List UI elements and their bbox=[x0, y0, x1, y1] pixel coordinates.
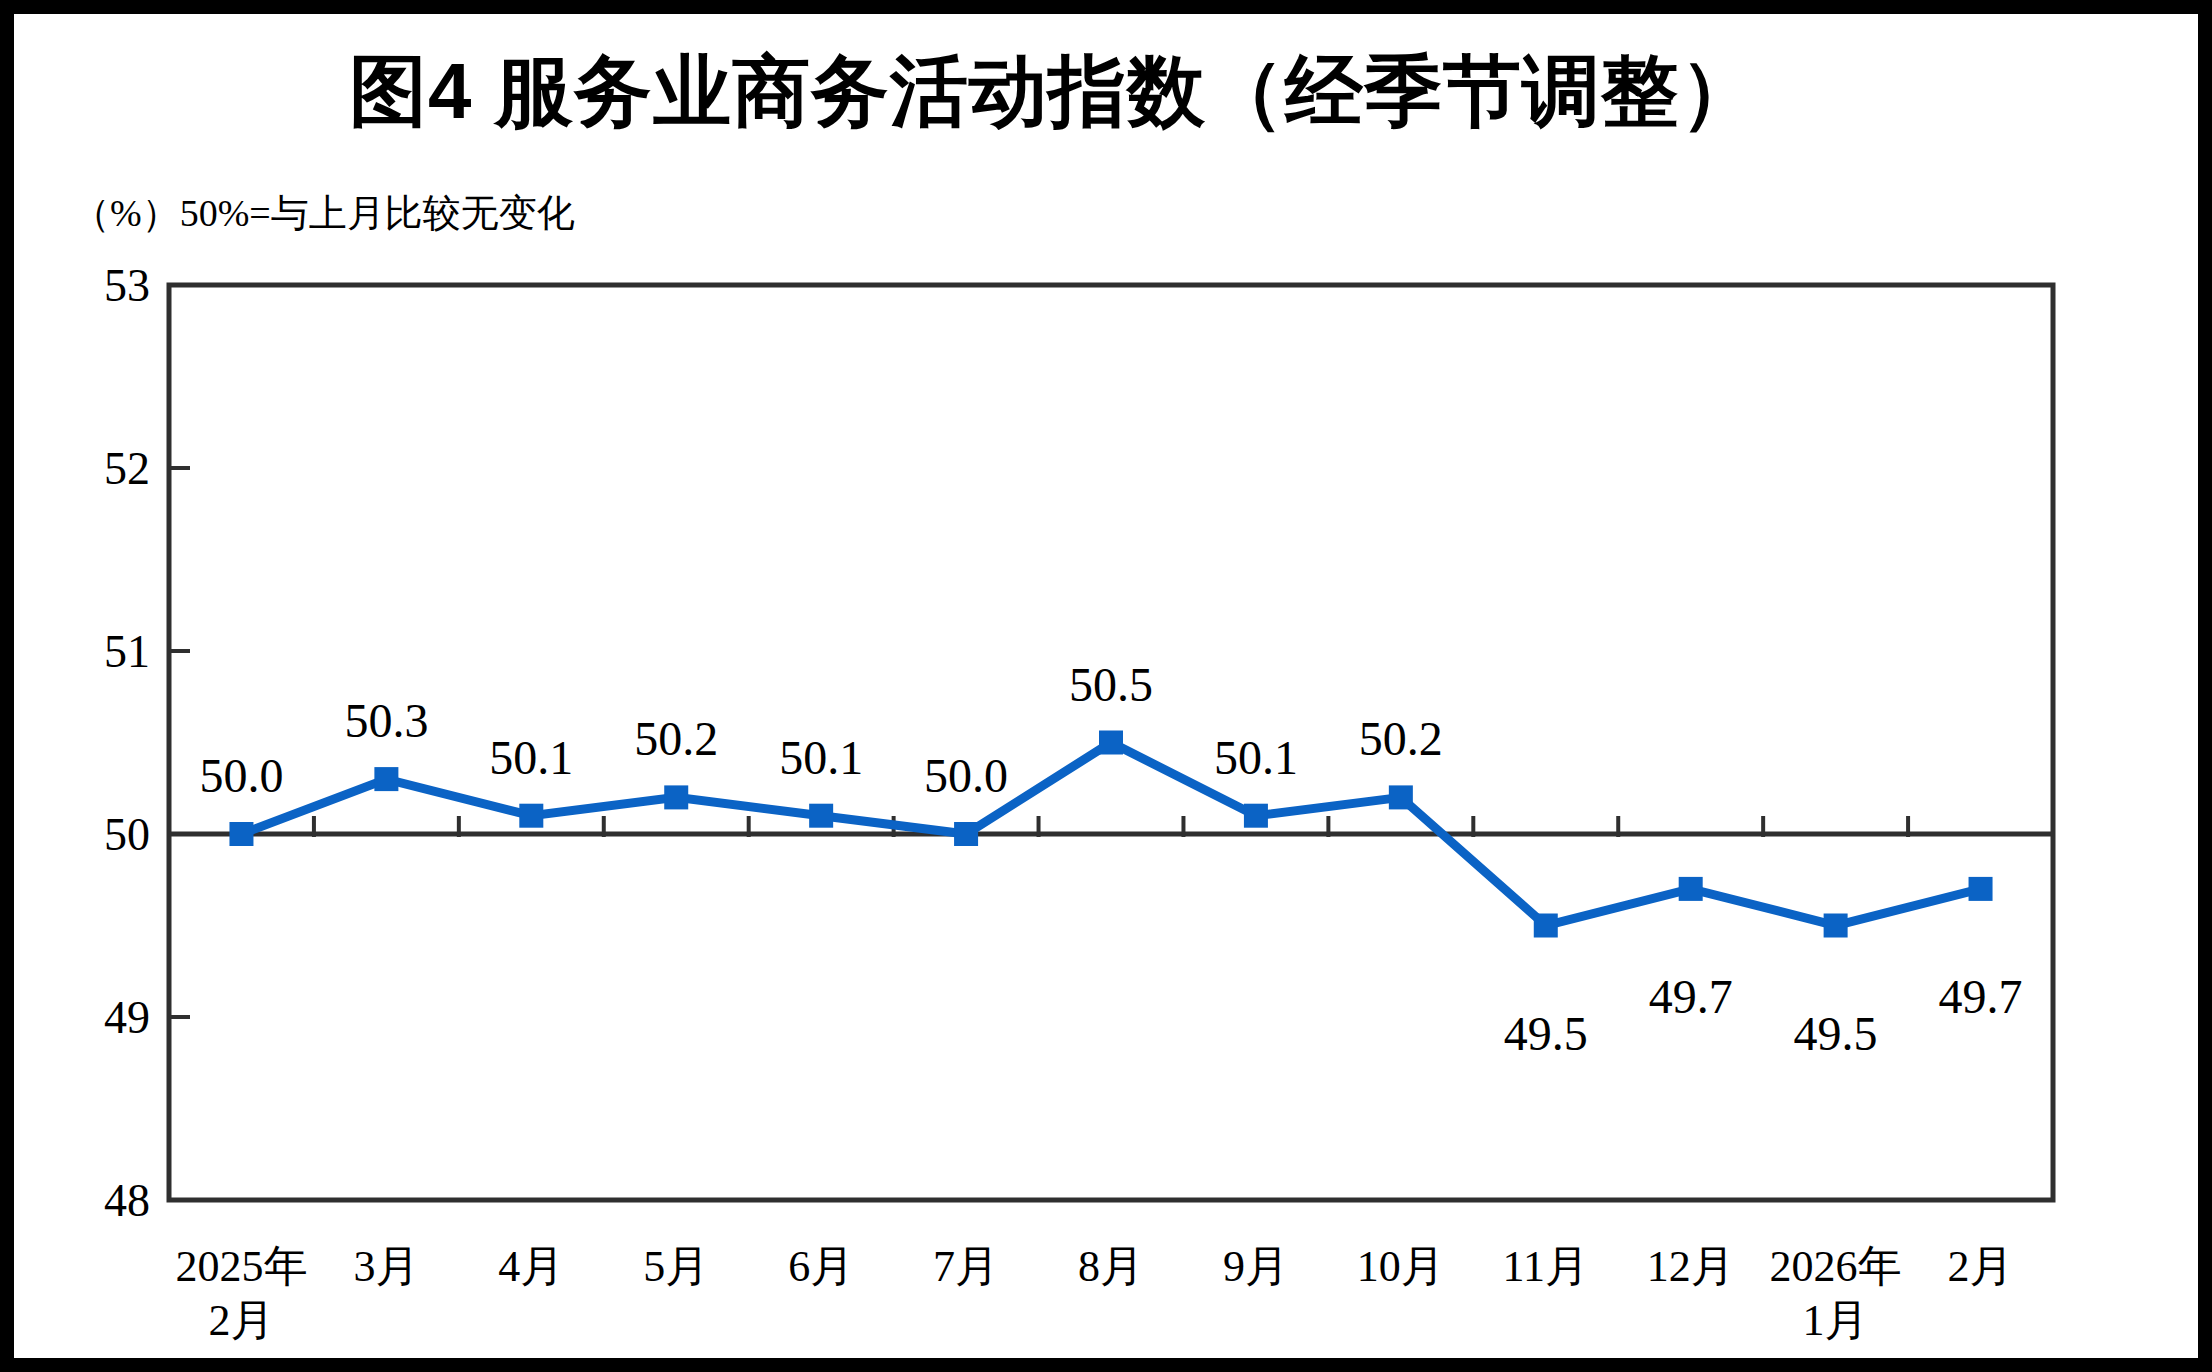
x-tick-label: 9月 bbox=[1223, 1242, 1289, 1291]
data-point-marker bbox=[1534, 914, 1558, 938]
data-label: 50.0 bbox=[199, 749, 283, 802]
x-tick-label: 12月 bbox=[1647, 1242, 1735, 1291]
x-tick-label: 5月 bbox=[643, 1242, 709, 1291]
x-tick-label: 6月 bbox=[788, 1242, 854, 1291]
data-label: 50.2 bbox=[1359, 712, 1443, 765]
data-point-marker bbox=[1244, 804, 1268, 828]
data-label: 50.3 bbox=[344, 694, 428, 747]
data-label: 50.1 bbox=[489, 731, 573, 784]
data-label: 49.5 bbox=[1504, 1007, 1588, 1060]
data-label: 50.1 bbox=[779, 731, 863, 784]
x-tick-label: 2026年 bbox=[1770, 1242, 1902, 1291]
data-label: 49.7 bbox=[1649, 970, 1733, 1023]
data-label: 50.0 bbox=[924, 749, 1008, 802]
data-point-marker bbox=[374, 767, 398, 791]
data-point-marker bbox=[519, 804, 543, 828]
data-label: 50.2 bbox=[634, 712, 718, 765]
data-point-marker bbox=[1679, 877, 1703, 901]
data-point-marker bbox=[809, 804, 833, 828]
x-tick-label: 3月 bbox=[353, 1242, 419, 1291]
data-point-marker bbox=[1824, 914, 1848, 938]
x-tick-label: 2月 bbox=[1948, 1242, 2014, 1291]
chart-figure: 图4 服务业商务活动指数（经季节调整） （%）50%=与上月比较无变化 48 49… bbox=[0, 0, 2212, 1372]
axis-unit-note: （%）50%=与上月比较无变化 bbox=[72, 188, 575, 239]
x-tick-label: 11月 bbox=[1503, 1242, 1589, 1291]
data-point-marker bbox=[229, 822, 253, 846]
y-tick-label: 51 bbox=[104, 626, 150, 677]
y-tick-label: 48 bbox=[104, 1175, 150, 1226]
data-point-marker bbox=[954, 822, 978, 846]
x-tick-label: 10月 bbox=[1357, 1242, 1445, 1291]
x-tick-label: 8月 bbox=[1078, 1242, 1144, 1291]
y-tick-label: 52 bbox=[104, 443, 150, 494]
data-label: 49.5 bbox=[1794, 1007, 1878, 1060]
data-label: 49.7 bbox=[1939, 970, 2023, 1023]
y-tick-label: 50 bbox=[104, 809, 150, 860]
x-tick-label: 7月 bbox=[933, 1242, 999, 1291]
data-point-marker bbox=[664, 785, 688, 809]
data-label: 50.1 bbox=[1214, 731, 1298, 784]
data-point-marker bbox=[1389, 785, 1413, 809]
x-tick-label: 2025年 bbox=[175, 1242, 307, 1291]
x-tick-label: 2月 bbox=[208, 1296, 274, 1345]
chart-title: 图4 服务业商务活动指数（经季节调整） bbox=[0, 40, 2212, 145]
x-tick-label: 1月 bbox=[1803, 1296, 1869, 1345]
y-tick-label: 53 bbox=[104, 260, 150, 311]
data-point-marker bbox=[1099, 731, 1123, 755]
data-point-marker bbox=[1969, 877, 1993, 901]
x-tick-label: 4月 bbox=[498, 1242, 564, 1291]
data-label: 50.5 bbox=[1069, 658, 1153, 711]
y-tick-label: 49 bbox=[104, 992, 150, 1043]
